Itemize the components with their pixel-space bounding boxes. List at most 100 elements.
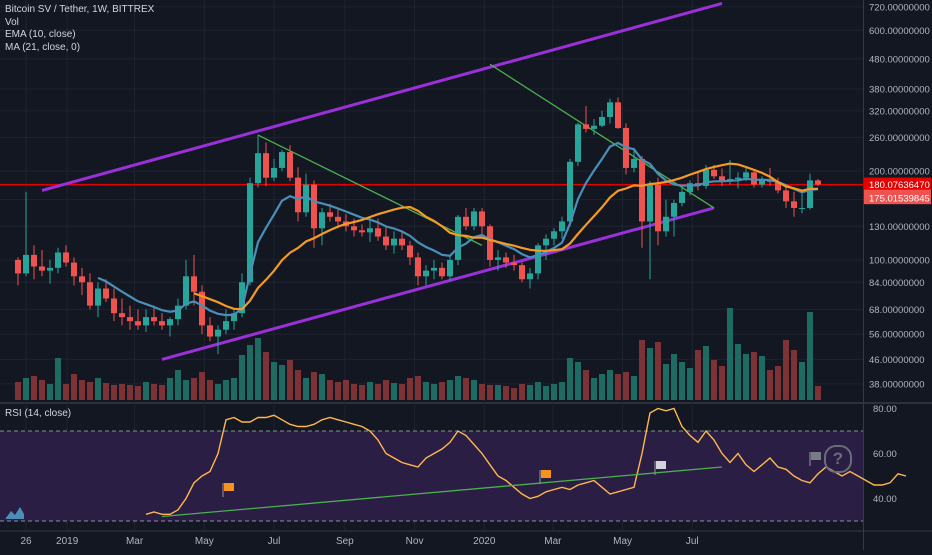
candle-body — [319, 212, 325, 229]
volume-bar — [463, 378, 469, 400]
volume-bar — [71, 374, 77, 400]
volume-bar — [703, 346, 709, 400]
volume-bar — [167, 378, 173, 400]
time-tick-label: 2019 — [56, 536, 79, 547]
volume-bar — [295, 370, 301, 400]
symbol-title[interactable]: Bitcoin SV / Tether, 1W, BITTREX — [5, 4, 155, 15]
volume-bar — [623, 372, 629, 400]
volume-bar — [335, 382, 341, 400]
volume-bar — [359, 385, 365, 400]
volume-bar — [399, 384, 405, 400]
volume-bar — [447, 380, 453, 400]
volume-bar — [487, 385, 493, 400]
volume-bar — [631, 376, 637, 400]
candle-body — [231, 313, 237, 322]
volume-label[interactable]: Vol — [5, 16, 19, 28]
candle-body — [167, 319, 173, 326]
volume-bar — [535, 382, 541, 400]
volume-bar — [231, 378, 237, 400]
rsi-tick-label: 80.00 — [873, 404, 897, 415]
volume-bar — [527, 385, 533, 400]
volume-bar — [671, 354, 677, 400]
volume-bar — [423, 382, 429, 400]
candle-body — [303, 184, 309, 213]
volume-bar — [87, 382, 93, 400]
candle-body — [119, 313, 125, 318]
volume-bar — [695, 350, 701, 400]
volume-bar — [727, 308, 733, 400]
candle-body — [47, 267, 53, 271]
price-tick-label: 380.00000000 — [869, 84, 930, 95]
help-icon[interactable]: ? — [824, 445, 852, 473]
candle-body — [511, 262, 517, 266]
volume-bar — [735, 344, 741, 400]
candle-body — [583, 124, 589, 129]
rsi-label[interactable]: RSI (14, close) — [5, 408, 72, 419]
candle-body — [23, 254, 29, 274]
volume-bar — [431, 384, 437, 400]
volume-bar — [751, 352, 757, 400]
volume-bar — [111, 385, 117, 400]
candle-body — [415, 257, 421, 277]
candle-body — [111, 298, 117, 314]
volume-bar — [503, 386, 509, 400]
candle-body — [543, 238, 549, 246]
volume-bar — [223, 380, 229, 400]
volume-bar — [791, 350, 797, 400]
flag-icon — [656, 461, 666, 469]
ma-label[interactable]: MA (21, close, 0) — [5, 41, 81, 53]
volume-bar — [327, 380, 333, 400]
ema-label[interactable]: EMA (10, close) — [5, 29, 76, 40]
price-tick-label: 38.00000000 — [869, 379, 924, 390]
volume-bar — [39, 380, 45, 400]
volume-bar — [367, 382, 373, 400]
volume-bar — [287, 360, 293, 400]
volume-bar — [543, 386, 549, 400]
candle-body — [495, 257, 501, 260]
candle-body — [743, 172, 749, 178]
price-tick-label: 100.00000000 — [869, 255, 930, 266]
candle-body — [599, 117, 605, 126]
volume-bar — [247, 345, 253, 400]
candle-body — [711, 169, 717, 177]
candle-body — [263, 153, 269, 178]
candle-body — [79, 276, 85, 283]
volume-bar — [191, 378, 197, 400]
candle-body — [39, 266, 45, 271]
candle-body — [471, 211, 477, 227]
candle-body — [103, 288, 109, 299]
volume-bar — [719, 366, 725, 400]
candle-body — [399, 238, 405, 246]
volume-bar — [567, 358, 573, 400]
candle-body — [151, 317, 157, 322]
volume-bar — [63, 384, 69, 400]
volume-bar — [687, 368, 693, 400]
time-tick-label: May — [613, 536, 632, 547]
candle-body — [351, 226, 357, 231]
price-tick-label: 720.00000000 — [869, 2, 930, 13]
volume-bar — [375, 384, 381, 400]
price-tick-label: 56.00000000 — [869, 330, 924, 341]
volume-bar — [199, 372, 205, 400]
candle-body — [535, 245, 541, 274]
volume-bar — [583, 370, 589, 400]
price-tick-label: 600.00000000 — [869, 26, 930, 37]
candle-body — [719, 176, 725, 182]
candle-body — [239, 282, 245, 314]
price-axis: 720.00000000 600.00000000 480.00000000 380.… — [864, 2, 931, 505]
candle-body — [759, 179, 765, 185]
volume-bar — [239, 355, 245, 400]
tradingview-logo-icon[interactable] — [4, 502, 26, 522]
time-tick-label: Jul — [686, 536, 699, 547]
indicator-lines — [97, 141, 819, 317]
candle-body — [183, 276, 189, 306]
volume-bar — [391, 383, 397, 400]
candle-body — [615, 102, 621, 128]
rsi-line — [145, 407, 907, 515]
channel-lower-line — [161, 206, 715, 361]
price-tick-label: 84.00000000 — [869, 278, 924, 289]
volume-bar — [127, 385, 133, 400]
volume-bar — [303, 378, 309, 400]
candle-body — [559, 221, 565, 232]
